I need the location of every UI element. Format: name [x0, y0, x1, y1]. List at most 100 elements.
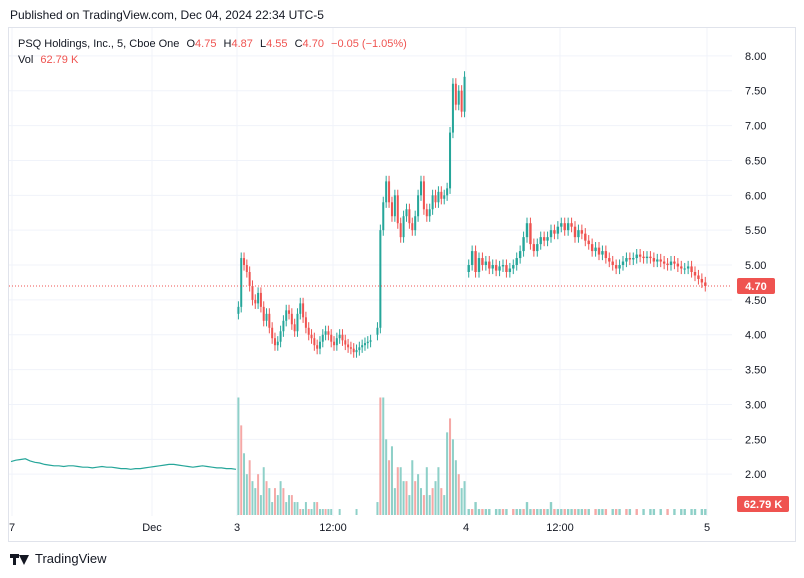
- tradingview-logo-icon[interactable]: [10, 552, 30, 566]
- volume-bar: [276, 495, 279, 515]
- change-value: −0.05 (−1.05%): [331, 38, 407, 50]
- volume-bar: [307, 509, 310, 515]
- candle-body: [542, 237, 546, 241]
- volume-bar: [573, 509, 577, 515]
- open-value: 4.75: [195, 38, 217, 50]
- volume-bar: [399, 467, 402, 515]
- volume-bar: [379, 397, 382, 515]
- candle-body: [330, 334, 333, 342]
- volume-bar: [457, 474, 460, 515]
- y-tick-label: 2.50: [745, 434, 766, 446]
- candle-body: [484, 261, 488, 266]
- x-tick-label: Dec: [142, 522, 162, 534]
- volume-bar: [405, 481, 408, 515]
- candle-body: [570, 223, 573, 227]
- volume-bar: [566, 509, 570, 515]
- candle-body: [385, 181, 388, 203]
- volume-bar: [454, 460, 457, 515]
- candle-body: [440, 191, 443, 199]
- candle-body: [501, 265, 505, 267]
- volume-bar: [529, 509, 532, 515]
- candle-body: [669, 261, 673, 266]
- candle-body: [560, 223, 563, 227]
- candle-body: [268, 313, 271, 328]
- candle-body: [532, 244, 536, 252]
- volume-bar: [396, 467, 399, 515]
- candle-body: [443, 195, 446, 199]
- volume-bar: [428, 495, 431, 515]
- volume-bar: [501, 509, 505, 515]
- volume-bar: [601, 509, 604, 515]
- candle-body: [512, 265, 515, 269]
- candle-body: [649, 256, 652, 259]
- volume-bar: [237, 397, 240, 515]
- candle-body: [271, 327, 274, 339]
- candle-body: [611, 261, 614, 266]
- volume-bar: [546, 509, 549, 515]
- candle-body: [454, 83, 457, 105]
- footer-brand[interactable]: TradingView: [35, 551, 107, 566]
- candle-body: [304, 317, 307, 328]
- volume-bar: [597, 509, 601, 515]
- candle-body: [700, 278, 704, 283]
- candle-body: [402, 216, 405, 238]
- candle-body: [474, 251, 477, 272]
- volume-bar: [704, 509, 707, 515]
- symbol-title[interactable]: PSQ Holdings, Inc., 5, Cboe One: [18, 38, 180, 50]
- volume-bar: [321, 509, 324, 515]
- volume-bar: [628, 509, 632, 515]
- volume-bar: [700, 509, 704, 515]
- candle-body: [693, 272, 697, 276]
- volume-bar: [449, 418, 452, 515]
- volume-label[interactable]: Vol: [18, 54, 34, 66]
- candle-body: [666, 263, 669, 266]
- y-tick-label: 3.50: [745, 365, 766, 377]
- candle-body: [556, 226, 560, 234]
- candle-body: [282, 320, 285, 332]
- volume-bar: [290, 495, 293, 515]
- candle-body: [318, 341, 321, 349]
- candle-body: [536, 244, 539, 252]
- candle-body: [366, 341, 369, 344]
- candle-body: [638, 254, 642, 257]
- volume-bar: [251, 481, 254, 515]
- volume-bar: [414, 481, 417, 515]
- candle-body: [299, 303, 302, 314]
- candle-body: [313, 338, 316, 346]
- volume-bar: [652, 509, 656, 515]
- candle-body: [632, 258, 635, 260]
- candle-body: [262, 306, 265, 321]
- candle-body: [525, 223, 529, 238]
- volume-bar: [440, 488, 443, 515]
- candle-body: [243, 258, 246, 266]
- volume-bar: [425, 467, 428, 515]
- volume-bar: [338, 509, 341, 515]
- candle-body: [321, 334, 324, 342]
- candle-body: [673, 261, 676, 264]
- x-tick-label: 12:00: [546, 522, 574, 534]
- volume-bar: [437, 467, 440, 515]
- candle-body: [635, 254, 638, 259]
- candle-body: [697, 275, 700, 279]
- candle-body: [302, 303, 305, 318]
- volume-bar: [293, 502, 296, 515]
- volume-bar: [385, 439, 388, 515]
- candle-body: [369, 340, 372, 342]
- volume-bar: [683, 509, 686, 515]
- candle-body: [467, 265, 470, 272]
- candle-body: [656, 259, 659, 262]
- candle-body: [399, 223, 402, 238]
- candle-body: [505, 265, 508, 272]
- high-label: H: [223, 38, 232, 50]
- candle-body: [335, 338, 338, 346]
- ohlc-row: PSQ Holdings, Inc., 5, Cboe One O4.75 H4…: [18, 36, 407, 52]
- volume-bar: [659, 509, 662, 515]
- open-label: O: [186, 38, 196, 50]
- volume-bar: [355, 509, 358, 515]
- candle-body: [488, 261, 491, 269]
- high-value: 4.87: [231, 38, 253, 50]
- volume-value: 62.79 K: [40, 54, 79, 66]
- candle-body: [382, 202, 385, 231]
- candle-body: [662, 261, 666, 264]
